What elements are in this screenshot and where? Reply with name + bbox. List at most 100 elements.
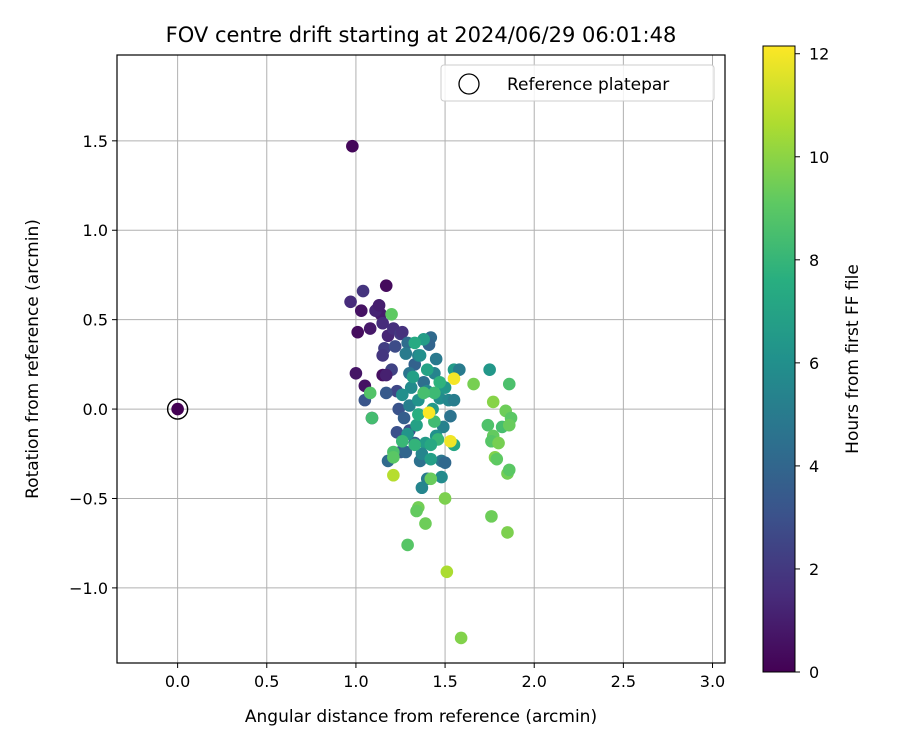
data-point [401,538,414,552]
plot-frame [116,54,726,664]
colorbar-tick-label: 8 [809,251,819,270]
data-point [444,434,457,448]
data-point [344,295,357,309]
x-tick-label: 0.5 [254,672,279,691]
colorbar: 0 2 4 6 8 10 12 Hours from first FF file [762,45,863,682]
x-axis-ticks: 0.0 0.5 1.0 1.5 2.0 2.5 3.0 [165,663,725,691]
data-point [351,325,365,339]
data-point [415,481,429,495]
data-point [438,456,452,470]
data-point [356,284,370,298]
colorbar-tick-label: 4 [809,457,819,476]
data-point [408,438,422,452]
data-point [399,445,413,459]
data-point [413,349,427,362]
data-point [385,307,398,321]
data-point [354,304,368,318]
y-axis-ticks: −1.0 −0.5 0.0 0.5 1.0 1.5 [69,132,117,598]
data-point [397,411,411,425]
y-axis-label: Rotation from reference (arcmin) [23,219,43,499]
data-point [365,411,379,425]
data-point [502,418,516,432]
colorbar-tick-label: 10 [809,148,829,167]
data-point [404,381,418,394]
data-point [410,504,423,518]
reference-circle [166,398,189,420]
x-tick-label: 2.0 [521,672,546,691]
data-point [379,279,393,292]
data-point [435,470,448,484]
data-point [444,409,457,423]
legend: Reference platepar [440,64,715,102]
data-point [447,393,461,407]
data-point [379,386,393,400]
data-point [490,452,504,466]
data-point [424,438,438,452]
data-point [410,418,423,432]
data-point [428,386,441,400]
data-point [395,388,409,402]
x-axis-label: Angular distance from reference (arcmin) [245,707,597,727]
data-point [363,322,377,335]
data-point [387,451,400,464]
x-tick-label: 1.5 [432,672,457,691]
data-point [438,492,452,505]
data-point [429,352,443,366]
colorbar-tick-label: 0 [809,663,819,682]
data-point [399,347,413,360]
data-point [440,565,454,579]
reference-marker [166,398,189,420]
colorbar-ticks: 0 2 4 6 8 10 12 [795,45,829,682]
colorbar-tick-label: 2 [809,560,819,579]
y-tick-label: 1.0 [83,221,108,240]
colorbar-tick-label: 12 [809,45,829,64]
chart-title: FOV centre drift starting at 2024/06/29 … [166,23,677,47]
y-tick-label: −1.0 [69,579,108,598]
data-point [406,370,420,384]
x-tick-label: 0.0 [165,672,190,691]
y-tick-label: −0.5 [69,489,108,508]
x-tick-label: 1.0 [343,672,368,691]
data-point [376,316,389,330]
data-points [171,139,518,645]
legend-marker [458,73,480,95]
data-point [502,463,516,477]
data-point [483,363,496,377]
y-tick-label: 0.5 [83,311,108,330]
data-point [349,367,363,380]
data-point [379,368,393,382]
data-point [433,375,447,389]
data-point [412,408,425,421]
data-point [481,418,495,432]
data-point [171,402,184,416]
colorbar-tick-label: 6 [809,354,819,373]
data-point [395,434,409,448]
data-point [424,452,438,466]
data-point [501,526,514,539]
data-point [485,510,498,523]
data-point [422,406,436,419]
colorbar-gradient [762,45,796,673]
data-point [492,436,505,450]
legend-label: Reference platepar [507,75,669,95]
data-point [395,325,409,339]
legend-box [440,64,715,102]
data-point [417,386,430,400]
data-point [467,377,480,391]
x-tick-label: 3.0 [700,672,725,691]
data-point [387,468,400,482]
y-tick-label: 0.0 [83,400,108,419]
data-point [408,336,422,350]
data-point [420,363,434,377]
x-tick-label: 2.5 [611,672,636,691]
data-point [372,299,386,312]
data-point [454,631,468,645]
colorbar-label: Hours from first FF file [843,264,863,454]
data-point [376,349,389,362]
data-point [346,139,359,153]
data-point [419,517,432,530]
data-point [486,395,500,409]
data-point [424,472,438,486]
data-point [363,386,377,400]
